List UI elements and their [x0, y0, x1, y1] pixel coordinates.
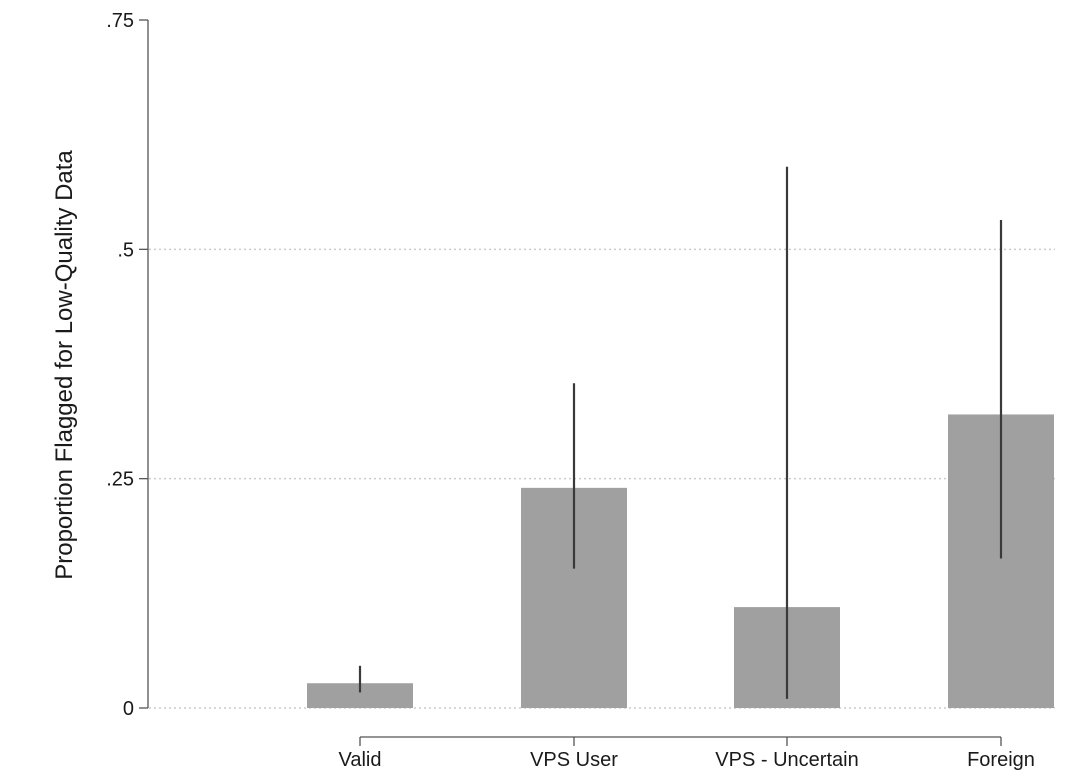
y-tick-label: .25: [106, 469, 134, 491]
x-tick-label: Valid: [339, 749, 382, 771]
y-tick-label: .5: [117, 239, 134, 261]
bars: [307, 414, 1054, 708]
error-bars: [358, 166, 1003, 699]
y-axis-title: Proportion Flagged for Low-Quality Data: [51, 150, 78, 580]
axes: 0 .25 .5 .75 Valid VPS User VPS - Uncertain For…: [106, 10, 1035, 771]
x-tick-label: VPS User: [530, 749, 618, 771]
x-tick-label: Foreign: [967, 749, 1035, 771]
y-tick-label: 0: [123, 698, 134, 720]
x-tick-label: VPS - Uncertain: [715, 749, 858, 771]
y-tick-label: .75: [106, 10, 134, 32]
gridlines: [149, 248, 1055, 709]
